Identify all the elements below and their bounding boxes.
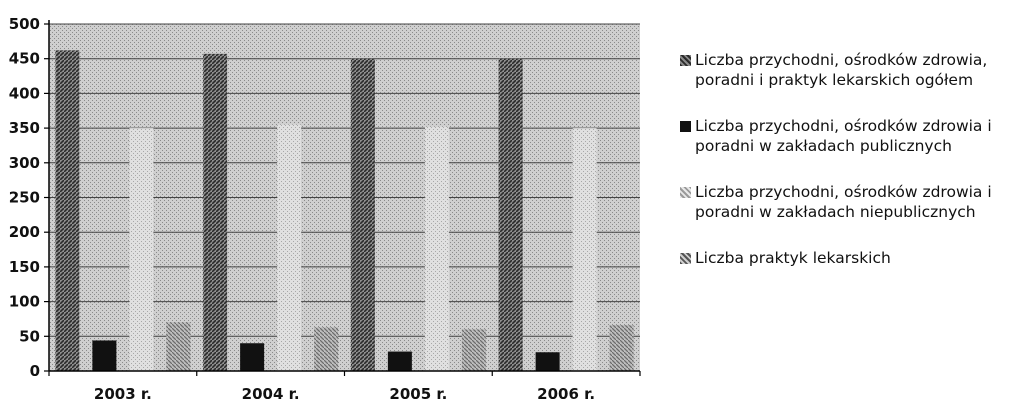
legend-swatch-publiczne [680,121,691,132]
bar-niepubliczne [424,126,449,371]
legend-swatch-niepubliczne [680,187,691,198]
bar-praktyki [166,322,191,371]
legend-swatch-praktyki [680,253,691,264]
bar-ogolem [55,50,80,371]
x-tick-label: 2004 r. [242,385,300,403]
legend-label-publiczne: Liczba przychodni, ośrodków zdrowia i po… [695,117,992,155]
bar-publiczne [92,340,117,371]
legend-item-ogolem: Liczba przychodni, ośrodków zdrowia, por… [680,50,1015,116]
bar-ogolem [498,58,523,371]
x-tick-label: 2003 r. [94,385,152,403]
bar-publiczne [387,351,412,371]
x-tick-labels: 2003 r. 2004 r. 2005 r. 2006 r. [94,385,595,403]
y-tick-label: 500 [9,15,40,33]
bar-ogolem [203,53,228,371]
y-tick-label: 200 [9,223,40,241]
legend-item-niepubliczne: Liczba przychodni, ośrodków zdrowia i po… [680,182,1015,248]
chart-legend: Liczba przychodni, ośrodków zdrowia, por… [680,50,1015,268]
bar-niepubliczne [129,128,154,371]
legend-label-niepubliczne: Liczba przychodni, ośrodków zdrowia i po… [695,183,992,221]
bars [55,50,634,371]
bar-ogolem [350,58,375,371]
legend-swatch-ogolem [680,55,691,66]
bar-praktyki [314,327,339,371]
y-tick-labels: 0 50 100 150 200 250 300 350 400 450 500 [9,15,40,380]
legend-item-praktyki: Liczba praktyk lekarskich [680,248,1015,268]
legend-label-praktyki: Liczba praktyk lekarskich [695,249,891,267]
legend-label-ogolem: Liczba przychodni, ośrodków zdrowia, por… [695,51,988,89]
y-tick-label: 100 [9,293,40,311]
x-tick-label: 2005 r. [389,385,447,403]
bar-publiczne [240,343,265,371]
y-tick-label: 350 [9,119,40,137]
y-tick-label: 50 [19,327,40,345]
y-tick-label: 0 [30,362,40,380]
axes [44,20,641,376]
bar-niepubliczne [572,128,597,371]
y-tick-label: 450 [9,50,40,68]
legend-item-publiczne: Liczba przychodni, ośrodków zdrowia i po… [680,116,1015,182]
bar-niepubliczne [277,124,302,371]
y-tick-label: 150 [9,258,40,276]
y-tick-label: 400 [9,84,40,102]
bar-praktyki [461,329,486,371]
y-tick-label: 250 [9,189,40,207]
bar-praktyki [609,325,634,371]
y-tick-label: 300 [9,154,40,172]
bar-publiczne [535,352,560,371]
x-tick-label: 2006 r. [537,385,595,403]
